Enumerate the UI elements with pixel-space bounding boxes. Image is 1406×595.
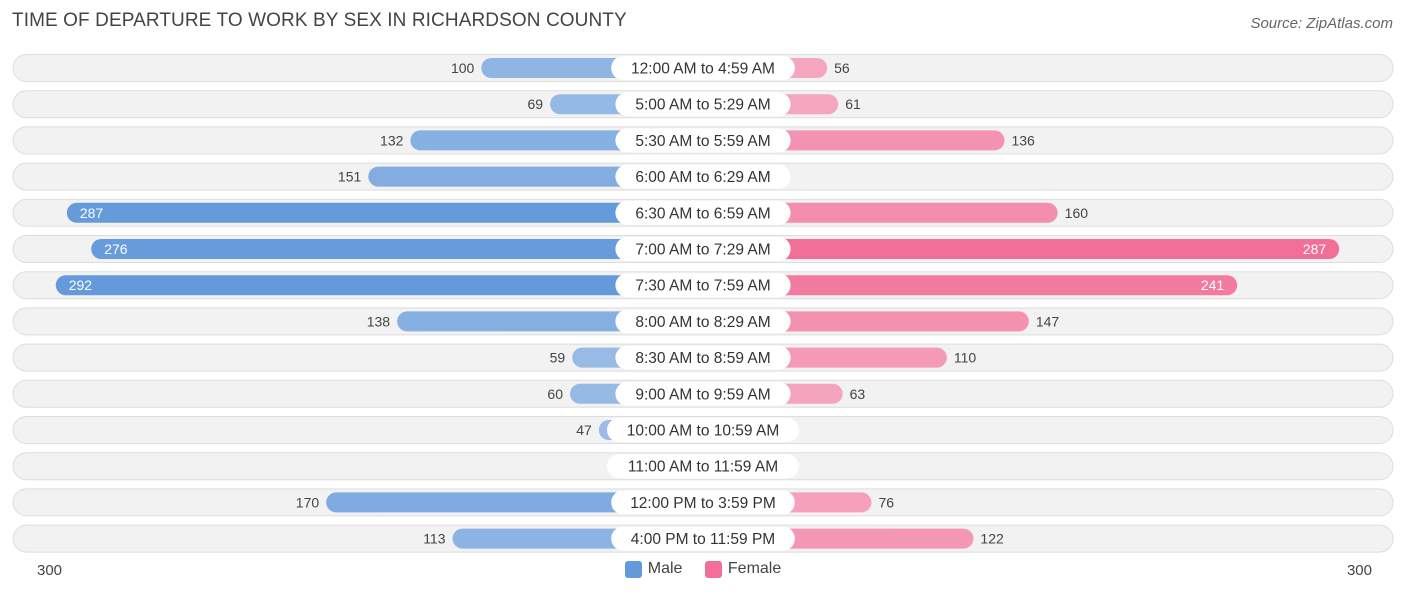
legend-label-female: Female	[727, 560, 782, 577]
value-label-male: 113	[423, 531, 446, 547]
axis-right-label: 300	[1346, 562, 1372, 579]
category-label: 10:00 AM to 10:59 AM	[627, 423, 780, 440]
value-label-male: 292	[69, 277, 93, 293]
category-label-background	[615, 381, 791, 406]
category-label-background	[615, 128, 791, 153]
source-label: Source: ZipAtlas.com	[1250, 15, 1393, 32]
category-label: 7:30 AM to 7:59 AM	[635, 278, 770, 295]
category-label-background	[607, 418, 799, 442]
bar-male	[91, 239, 703, 259]
value-label-male: 276	[104, 241, 128, 257]
chart-area: 100 56 12:00 AM to 4:59 AM 69 61 5:00 AM to 5…	[12, 54, 1394, 553]
category-label: 4:00 PM to 11:59 PM	[631, 531, 775, 548]
category-label-background	[607, 454, 799, 479]
category-label: 12:00 PM to 3:59 PM	[630, 495, 776, 512]
category-label: 7:00 AM to 7:29 AM	[635, 242, 770, 259]
category-label-background	[615, 309, 791, 334]
bar-female	[703, 239, 1340, 259]
category-label: 8:00 AM to 8:29 AM	[635, 314, 770, 331]
category-label-background	[611, 526, 795, 551]
legend: Male Female	[0, 560, 1406, 583]
value-label-female: 63	[850, 386, 866, 402]
category-label-background	[615, 273, 791, 298]
category-label-background	[615, 164, 791, 189]
bar-male	[55, 275, 703, 296]
category-label-background	[611, 56, 795, 80]
category-label: 6:30 AM to 6:59 AM	[635, 205, 770, 222]
value-label-female: 160	[1065, 205, 1089, 221]
category-label: 8:30 AM to 8:59 AM	[635, 350, 770, 367]
axis-left-label: 300	[37, 562, 63, 579]
category-label-background	[615, 237, 791, 261]
category-label-background	[615, 200, 791, 225]
category-label-background	[615, 92, 791, 117]
value-label-male: 59	[550, 350, 566, 366]
value-label-female: 61	[845, 96, 861, 112]
category-label: 5:30 AM to 5:59 AM	[635, 133, 770, 150]
chart-title: TIME OF DEPARTURE TO WORK BY SEX IN RICH…	[12, 10, 627, 31]
value-label-female: 56	[834, 60, 850, 76]
legend-swatch-female	[704, 560, 722, 578]
value-label-male: 151	[338, 169, 362, 185]
value-label-male: 60	[547, 386, 563, 402]
value-label-male: 170	[296, 494, 320, 510]
category-label: 12:00 AM to 4:59 AM	[631, 61, 775, 78]
legend-item-female: Female	[704, 560, 782, 578]
value-label-female: 122	[980, 531, 1004, 547]
legend-swatch-male	[624, 560, 642, 578]
category-label-background	[611, 490, 795, 515]
bar-female	[703, 202, 1058, 223]
value-label-female: 76	[878, 494, 894, 510]
value-label-male: 132	[380, 132, 404, 148]
value-label-male: 100	[451, 60, 475, 76]
legend-label-male: Male	[647, 560, 683, 577]
category-label: 9:00 AM to 9:59 AM	[635, 386, 770, 403]
value-label-female: 241	[1201, 277, 1225, 293]
value-label-female: 287	[1303, 241, 1327, 257]
value-label-male: 69	[527, 96, 543, 112]
value-label-female: 136	[1011, 132, 1035, 148]
category-label: 6:00 AM to 6:29 AM	[635, 169, 770, 186]
bar-male	[326, 492, 703, 513]
value-label-male: 287	[80, 205, 104, 221]
bar-female	[703, 275, 1238, 296]
value-label-male: 47	[576, 422, 592, 438]
value-label-female: 110	[954, 350, 977, 366]
bar-male	[66, 202, 704, 223]
legend-item-male: Male	[624, 560, 683, 578]
category-label-background	[615, 345, 791, 370]
category-label: 5:00 AM to 5:29 AM	[635, 97, 770, 114]
value-label-female: 147	[1036, 313, 1060, 329]
value-label-male: 138	[367, 313, 391, 329]
category-label: 11:00 AM to 11:59 AM	[628, 459, 778, 476]
